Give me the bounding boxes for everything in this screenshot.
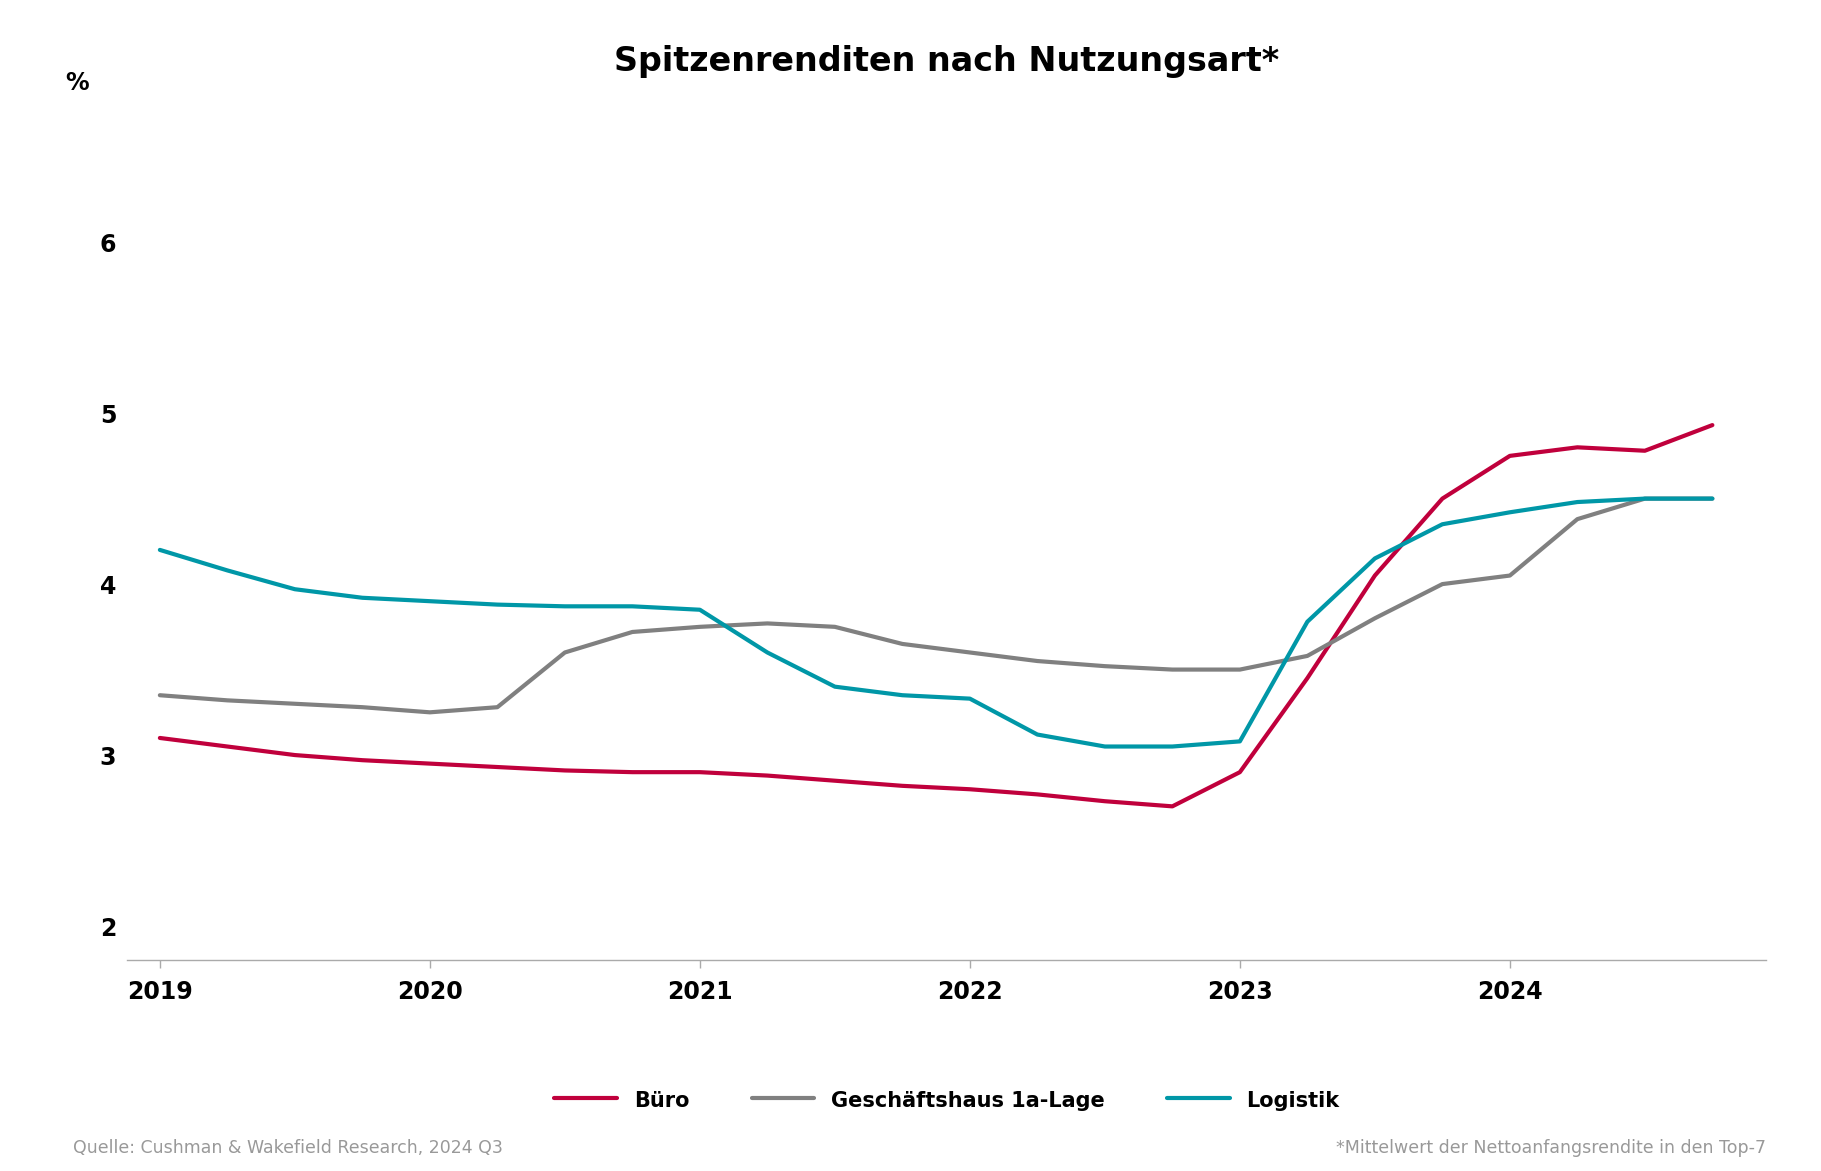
Logistik [960, 692, 982, 706]
Geschäftshaus 1a-Lage [1499, 569, 1521, 583]
Logistik [1499, 505, 1521, 519]
Title: Spitzenrenditen nach Nutzungsart*: Spitzenrenditen nach Nutzungsart* [614, 44, 1280, 77]
Büro [621, 765, 643, 779]
Logistik [892, 689, 914, 703]
Line: Geschäftshaus 1a-Lage: Geschäftshaus 1a-Lage [160, 499, 1712, 712]
Geschäftshaus 1a-Lage [419, 705, 441, 719]
Geschäftshaus 1a-Lage [149, 689, 171, 703]
Text: Quelle: Cushman & Wakefield Research, 2024 Q3: Quelle: Cushman & Wakefield Research, 20… [73, 1139, 503, 1157]
Büro [1094, 794, 1116, 808]
Geschäftshaus 1a-Lage [486, 700, 508, 714]
Logistik [621, 600, 643, 614]
Line: Logistik: Logistik [160, 499, 1712, 747]
Büro [1633, 444, 1655, 458]
Geschäftshaus 1a-Lage [1297, 649, 1318, 663]
Logistik [419, 594, 441, 608]
Büro [1566, 440, 1588, 454]
Geschäftshaus 1a-Lage [1431, 577, 1453, 591]
Logistik [756, 645, 778, 659]
Logistik [1297, 615, 1318, 629]
Büro [823, 774, 845, 788]
Büro [419, 756, 441, 771]
Büro [554, 763, 575, 778]
Büro [1229, 765, 1251, 779]
Legend: Büro, Geschäftshaus 1a-Lage, Logistik: Büro, Geschäftshaus 1a-Lage, Logistik [546, 1082, 1348, 1118]
Geschäftshaus 1a-Lage [960, 645, 982, 659]
Geschäftshaus 1a-Lage [1364, 611, 1386, 625]
Logistik [284, 582, 306, 596]
Büro [756, 768, 778, 782]
Logistik [486, 597, 508, 611]
Geschäftshaus 1a-Lage [217, 693, 239, 707]
Geschäftshaus 1a-Lage [284, 697, 306, 711]
Geschäftshaus 1a-Lage [756, 616, 778, 630]
Logistik [1633, 492, 1655, 506]
Logistik [1701, 492, 1723, 506]
Logistik [554, 600, 575, 614]
Büro [284, 748, 306, 762]
Geschäftshaus 1a-Lage [1566, 512, 1588, 526]
Geschäftshaus 1a-Lage [554, 645, 575, 659]
Büro [351, 753, 373, 767]
Büro [688, 765, 710, 779]
Logistik [1431, 518, 1453, 532]
Büro [1499, 448, 1521, 463]
Geschäftshaus 1a-Lage [1633, 492, 1655, 506]
Text: *Mittelwert der Nettoanfangsrendite in den Top-7: *Mittelwert der Nettoanfangsrendite in d… [1337, 1139, 1766, 1157]
Logistik [351, 590, 373, 604]
Geschäftshaus 1a-Lage [1701, 492, 1723, 506]
Logistik [1094, 740, 1116, 754]
Logistik [1027, 727, 1049, 741]
Logistik [823, 679, 845, 693]
Logistik [217, 563, 239, 577]
Büro [1364, 569, 1386, 583]
Büro [149, 731, 171, 745]
Büro [1297, 671, 1318, 685]
Logistik [1364, 552, 1386, 566]
Geschäftshaus 1a-Lage [823, 619, 845, 634]
Logistik [149, 543, 171, 557]
Büro [486, 760, 508, 774]
Geschäftshaus 1a-Lage [1229, 663, 1251, 677]
Geschäftshaus 1a-Lage [1094, 659, 1116, 673]
Geschäftshaus 1a-Lage [892, 637, 914, 651]
Geschäftshaus 1a-Lage [621, 625, 643, 639]
Büro [1027, 787, 1049, 801]
Büro [1701, 418, 1723, 432]
Geschäftshaus 1a-Lage [351, 700, 373, 714]
Geschäftshaus 1a-Lage [688, 619, 710, 634]
Logistik [1229, 734, 1251, 748]
Büro [217, 740, 239, 754]
Büro [1162, 800, 1184, 814]
Büro [1431, 492, 1453, 506]
Logistik [688, 603, 710, 617]
Geschäftshaus 1a-Lage [1027, 653, 1049, 667]
Geschäftshaus 1a-Lage [1162, 663, 1184, 677]
Logistik [1162, 740, 1184, 754]
Logistik [1566, 495, 1588, 509]
Büro [960, 782, 982, 796]
Büro [892, 779, 914, 793]
Line: Büro: Büro [160, 425, 1712, 807]
Text: %: % [66, 71, 89, 95]
